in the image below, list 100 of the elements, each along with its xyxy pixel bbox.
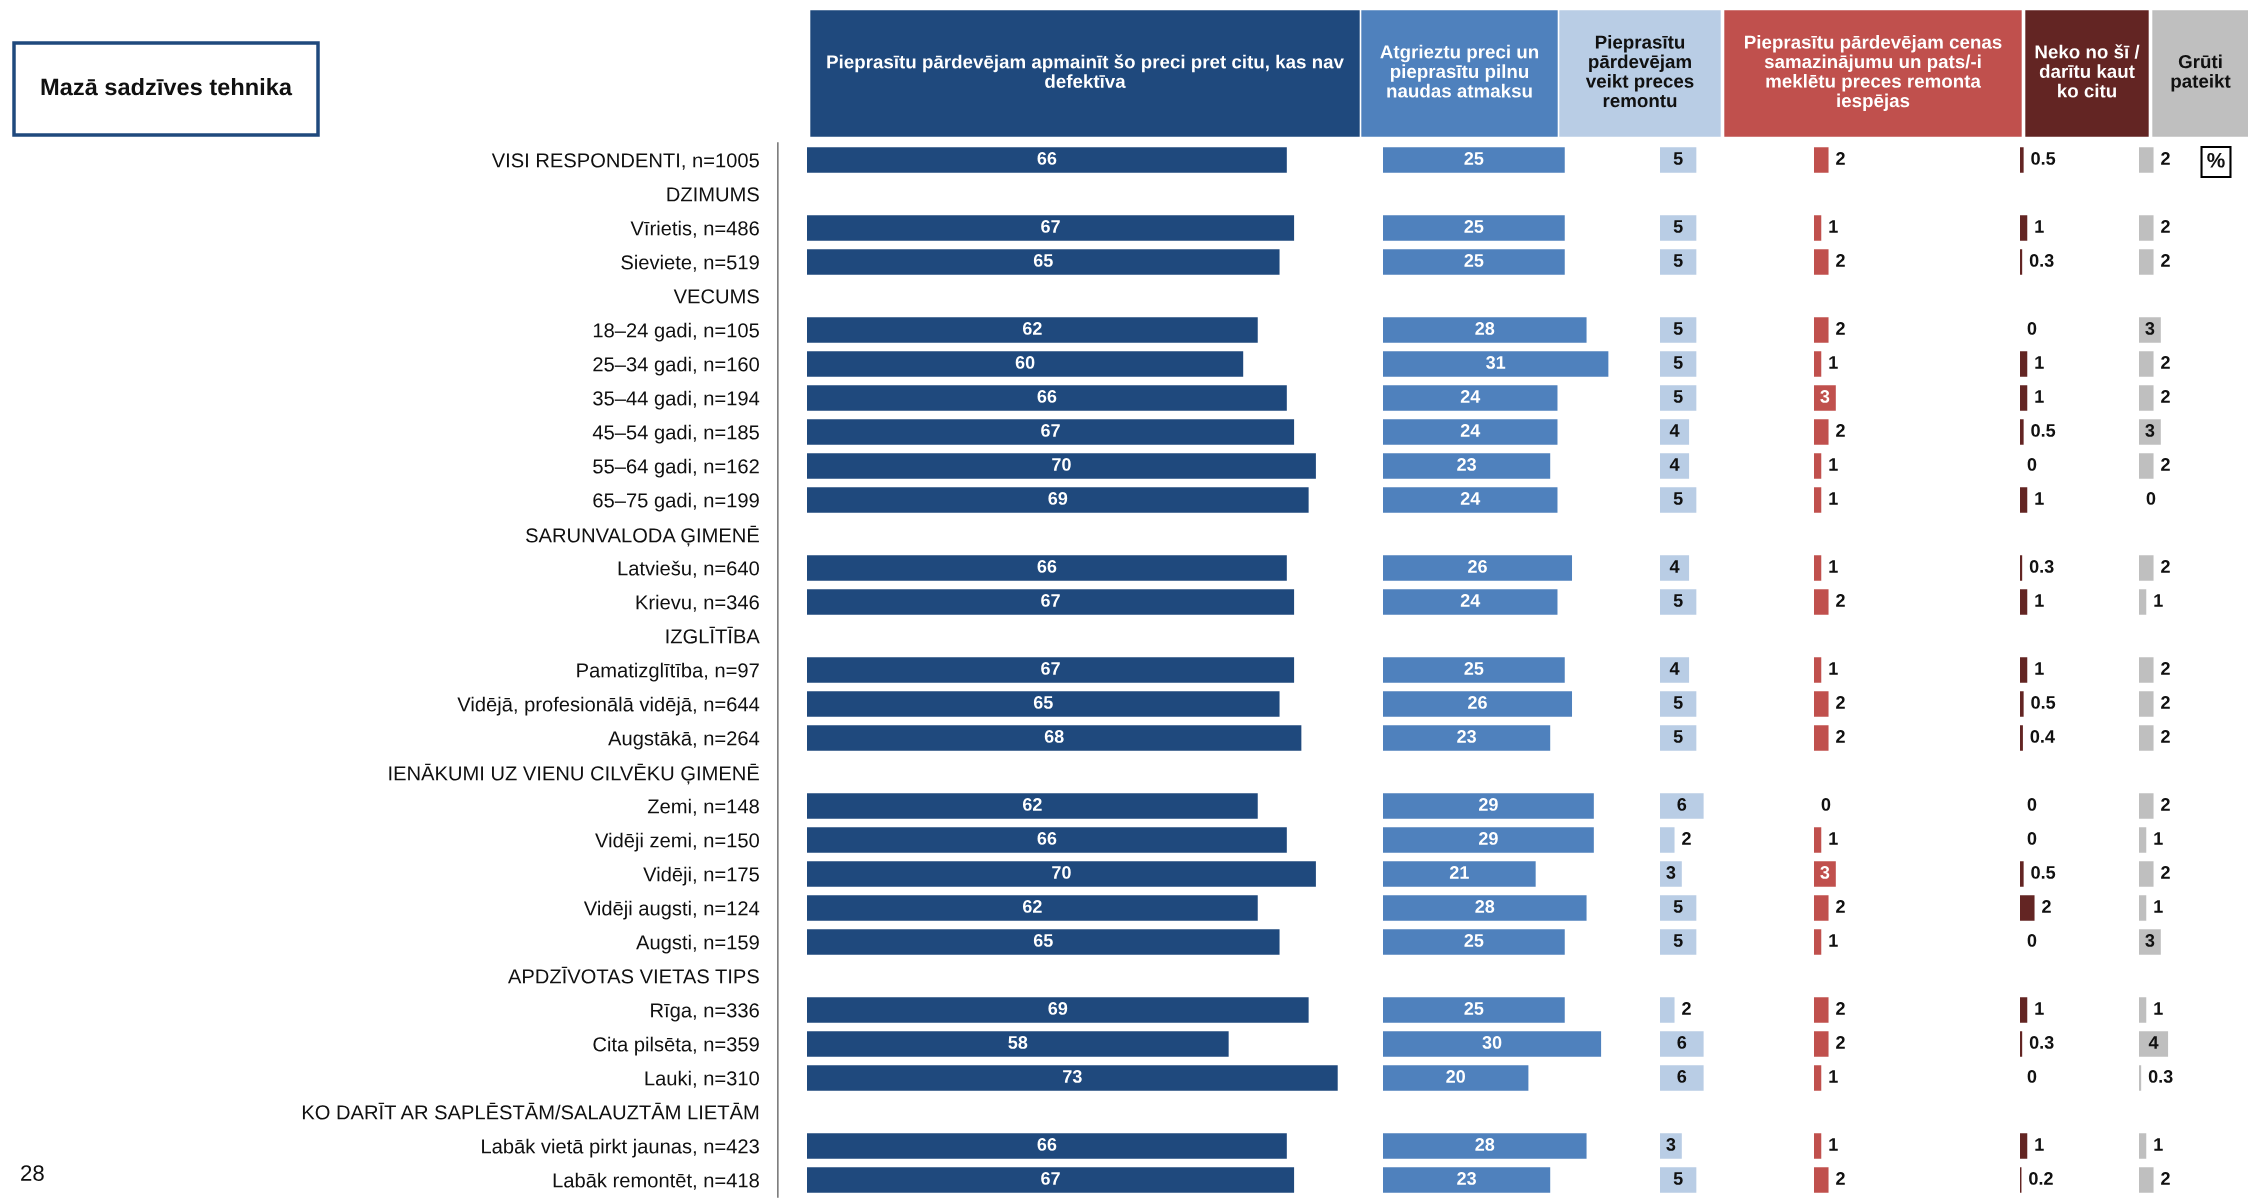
bar (2139, 1031, 2169, 1057)
bar (2020, 487, 2028, 513)
data-label: 1 (2035, 220, 2044, 233)
y-tick-label: Cita pilsēta, n=359 (593, 1036, 759, 1056)
data-label: 0.3 (2148, 1070, 2173, 1083)
bar (807, 827, 1287, 853)
bar (1660, 895, 1697, 921)
data-label: 24 (1460, 424, 1481, 437)
bar (1660, 861, 1682, 887)
bar (2139, 827, 2147, 853)
data-label: 1 (1829, 832, 1838, 845)
bar (2139, 453, 2154, 479)
bar (2139, 929, 2161, 955)
data-label: 23 (1457, 1172, 1476, 1185)
data-label: 66 (1037, 390, 1057, 403)
bar (807, 861, 1316, 887)
data-label: 4 (1669, 662, 1680, 675)
y-tick-label: DZIMUMS (667, 187, 759, 202)
data-label: 2 (2161, 220, 2170, 233)
data-label: 24 (1460, 594, 1481, 607)
bar (2139, 657, 2154, 683)
y-tick-label: Vīrietis, n=486 (630, 220, 759, 238)
bar (1383, 249, 1565, 275)
y-tick-label: 65–75 gadi, n=199 (593, 492, 759, 512)
data-label: 24 (1460, 390, 1481, 403)
data-label: 0.3 (2029, 254, 2054, 267)
data-label: 2 (1682, 832, 1691, 845)
data-label: 4 (1669, 560, 1680, 573)
data-label: 24 (1460, 492, 1481, 505)
y-tick-label: VECUMS (673, 289, 759, 304)
data-label: 25 (1464, 1002, 1484, 1015)
data-label: 5 (1673, 492, 1683, 505)
bar (2020, 385, 2028, 411)
data-label: 0.3 (2029, 1036, 2054, 1049)
data-label: 0 (2027, 1070, 2037, 1083)
data-label: 5 (1673, 1172, 1683, 1185)
y-tick-label: 55–64 gadi, n=162 (593, 458, 759, 478)
bar (1383, 1065, 1529, 1091)
data-label: 70 (1052, 866, 1071, 879)
bar (1383, 793, 1594, 819)
bar (2139, 895, 2147, 921)
bar (807, 895, 1258, 921)
data-label: 5 (1673, 322, 1683, 335)
bar (1660, 725, 1697, 751)
bar (1660, 657, 1690, 683)
bar (2139, 691, 2154, 717)
data-label: 1 (2035, 1138, 2044, 1151)
data-label: 62 (1022, 798, 1042, 811)
data-label: 66 (1037, 560, 1057, 573)
data-label: 2 (2161, 356, 2170, 369)
bar (1660, 317, 1697, 343)
bar (807, 317, 1258, 343)
data-label: 3 (2145, 934, 2155, 947)
data-label: 68 (1044, 730, 1064, 743)
bar (2020, 657, 2028, 683)
bar (2020, 589, 2028, 615)
y-tick-label: Vidēji, n=175 (643, 866, 759, 886)
bar (2139, 589, 2147, 615)
data-label: 1 (2035, 1002, 2044, 1015)
bar (807, 249, 1280, 275)
bar (2020, 1031, 2023, 1057)
data-label: 2 (1836, 424, 1845, 437)
bar (2139, 249, 2154, 275)
data-label: 67 (1041, 220, 1060, 233)
bar (1383, 895, 1587, 921)
data-label: 62 (1022, 900, 1042, 913)
data-label: 2 (1836, 152, 1845, 165)
data-label: 1 (1829, 934, 1838, 947)
bar (2139, 861, 2154, 887)
y-tick-label: IZGLĪTĪBA (666, 626, 760, 644)
y-tick-label: Augsti, n=159 (636, 934, 759, 954)
data-label: 0 (2027, 798, 2037, 811)
data-label: 31 (1486, 356, 1506, 369)
data-label: 2 (2161, 662, 2170, 675)
data-label: 3 (2145, 322, 2155, 335)
data-label: 65 (1033, 696, 1053, 709)
data-label: 6 (1677, 1036, 1687, 1049)
bar (2139, 725, 2154, 751)
data-label: 29 (1479, 798, 1498, 811)
chart-title: Pieprasītu pārdevējam veikt preces remontu (1585, 34, 1694, 108)
bar (1383, 351, 1609, 377)
data-label: 25 (1464, 662, 1484, 675)
bar (1660, 215, 1697, 241)
y-tick-label: Vidēji augsti, n=124 (583, 900, 760, 920)
data-label: 2 (2161, 390, 2170, 403)
bar (807, 657, 1295, 683)
data-label: 2 (1836, 696, 1845, 709)
bar (1383, 827, 1594, 853)
data-label: 1 (2035, 662, 2044, 675)
bar (2139, 1065, 2142, 1091)
data-label: 2 (2161, 458, 2170, 471)
bar (1660, 1031, 1704, 1057)
bar (1383, 997, 1565, 1023)
data-label: 70 (1052, 458, 1071, 471)
data-label: 66 (1037, 1138, 1057, 1151)
data-label: 2 (2161, 1172, 2170, 1185)
data-label: 2 (2161, 152, 2170, 165)
bar (1660, 249, 1697, 275)
bar (807, 1065, 1338, 1091)
data-label: 1 (1829, 1138, 1838, 1151)
